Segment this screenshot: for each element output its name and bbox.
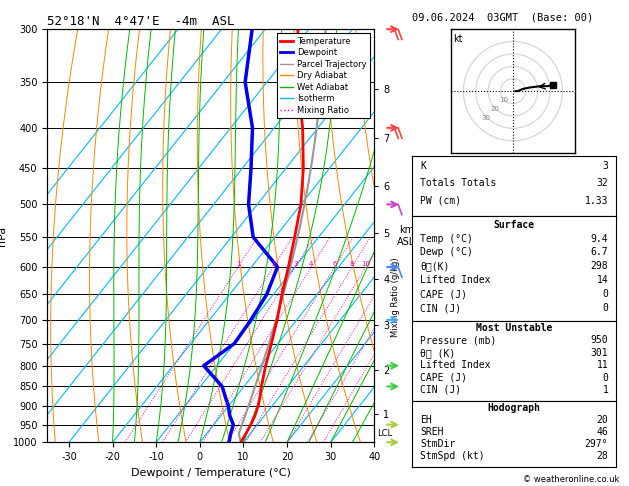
Text: Surface: Surface — [494, 220, 535, 229]
Text: 2: 2 — [271, 261, 276, 267]
Text: Hodograph: Hodograph — [487, 403, 541, 413]
Text: 14: 14 — [596, 276, 608, 285]
Text: 950: 950 — [591, 335, 608, 346]
Text: 09.06.2024  03GMT  (Base: 00): 09.06.2024 03GMT (Base: 00) — [412, 12, 593, 22]
Text: PW (cm): PW (cm) — [420, 196, 461, 206]
Text: 301: 301 — [591, 348, 608, 358]
Text: 0: 0 — [603, 372, 608, 382]
Text: CAPE (J): CAPE (J) — [420, 289, 467, 299]
Text: 52°18'N  4°47'E  -4m  ASL: 52°18'N 4°47'E -4m ASL — [47, 15, 235, 28]
Text: Lifted Index: Lifted Index — [420, 276, 491, 285]
X-axis label: Dewpoint / Temperature (°C): Dewpoint / Temperature (°C) — [131, 468, 291, 478]
Text: CIN (J): CIN (J) — [420, 303, 461, 313]
Text: 10: 10 — [499, 97, 508, 103]
Text: 32: 32 — [596, 178, 608, 188]
Text: 1: 1 — [603, 385, 608, 395]
Text: LCL: LCL — [377, 429, 392, 438]
Text: 0: 0 — [603, 289, 608, 299]
Text: Temp (°C): Temp (°C) — [420, 234, 473, 243]
Y-axis label: km
ASL: km ASL — [397, 225, 415, 246]
Text: K: K — [420, 161, 426, 171]
Text: 20: 20 — [596, 415, 608, 425]
Text: 8: 8 — [350, 261, 354, 267]
Text: 297°: 297° — [585, 439, 608, 449]
Text: θᴄ (K): θᴄ (K) — [420, 348, 455, 358]
Text: Lifted Index: Lifted Index — [420, 360, 491, 370]
Text: Pressure (mb): Pressure (mb) — [420, 335, 496, 346]
Text: CAPE (J): CAPE (J) — [420, 372, 467, 382]
Y-axis label: hPa: hPa — [0, 226, 8, 246]
Text: 3: 3 — [293, 261, 298, 267]
Legend: Temperature, Dewpoint, Parcel Trajectory, Dry Adiabat, Wet Adiabat, Isotherm, Mi: Temperature, Dewpoint, Parcel Trajectory… — [277, 34, 370, 118]
Text: Most Unstable: Most Unstable — [476, 323, 552, 333]
Text: 28: 28 — [596, 451, 608, 461]
Text: EH: EH — [420, 415, 432, 425]
Text: 46: 46 — [596, 427, 608, 437]
Text: 1: 1 — [236, 261, 240, 267]
Text: 3: 3 — [603, 161, 608, 171]
Text: kt: kt — [454, 34, 463, 44]
Text: Mixing Ratio (g/kg): Mixing Ratio (g/kg) — [391, 258, 400, 337]
Text: StmSpd (kt): StmSpd (kt) — [420, 451, 485, 461]
Text: 20: 20 — [491, 106, 499, 112]
Text: Dewp (°C): Dewp (°C) — [420, 247, 473, 258]
Text: SREH: SREH — [420, 427, 443, 437]
Text: 9.4: 9.4 — [591, 234, 608, 243]
Text: Totals Totals: Totals Totals — [420, 178, 496, 188]
Text: StmDir: StmDir — [420, 439, 455, 449]
Text: θᴄ(K): θᴄ(K) — [420, 261, 450, 271]
Text: 30: 30 — [482, 115, 491, 121]
Text: 4: 4 — [309, 261, 313, 267]
Text: 0: 0 — [603, 303, 608, 313]
Text: © weatheronline.co.uk: © weatheronline.co.uk — [523, 474, 620, 484]
Text: 298: 298 — [591, 261, 608, 271]
Text: 10: 10 — [361, 261, 370, 267]
Text: 1.33: 1.33 — [585, 196, 608, 206]
Text: 6: 6 — [333, 261, 337, 267]
Text: 6.7: 6.7 — [591, 247, 608, 258]
Text: CIN (J): CIN (J) — [420, 385, 461, 395]
Text: 11: 11 — [596, 360, 608, 370]
